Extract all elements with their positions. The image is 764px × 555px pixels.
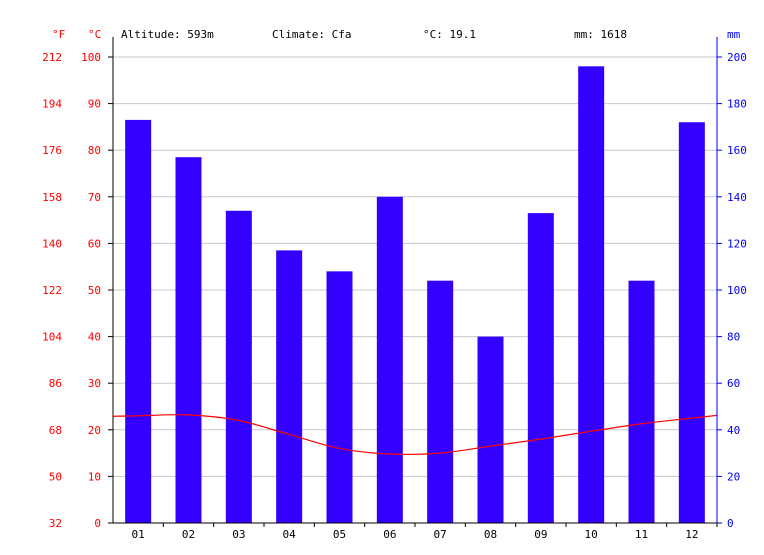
precipitation-bar xyxy=(477,336,504,523)
celsius-tick-label: 100 xyxy=(81,51,101,64)
mm-axis-label: mm xyxy=(727,28,741,41)
celsius-tick-label: 50 xyxy=(88,284,101,297)
axes xyxy=(108,37,722,527)
month-tick-label: 07 xyxy=(434,528,447,541)
fahrenheit-tick-label: 194 xyxy=(42,98,62,111)
mm-tick-label: 60 xyxy=(727,377,740,390)
mm-tick-label: 0 xyxy=(727,517,734,530)
celsius-tick-label: 60 xyxy=(88,237,101,250)
altitude-label: Altitude: 593m xyxy=(121,28,214,41)
precipitation-bar xyxy=(678,122,705,524)
fahrenheit-tick-label: 158 xyxy=(42,191,62,204)
month-tick-label: 06 xyxy=(383,528,396,541)
celsius-tick-label: 80 xyxy=(88,144,101,157)
month-tick-label: 08 xyxy=(484,528,497,541)
precipitation-bar xyxy=(225,210,252,523)
month-tick-label: 12 xyxy=(685,528,698,541)
fahrenheit-tick-label: 50 xyxy=(49,470,62,483)
mm-tick-label: 180 xyxy=(727,98,747,111)
celsius-axis-label: °C xyxy=(88,28,101,41)
celsius-tick-label: 90 xyxy=(88,98,101,111)
celsius-tick-label: 70 xyxy=(88,191,101,204)
mm-tick-label: 140 xyxy=(727,191,747,204)
fahrenheit-tick-label: 212 xyxy=(42,51,62,64)
precip-total-label: mm: 1618 xyxy=(574,28,627,41)
fahrenheit-tick-label: 176 xyxy=(42,144,62,157)
month-tick-label: 05 xyxy=(333,528,346,541)
fahrenheit-axis-label: °F xyxy=(52,28,65,41)
mm-tick-label: 100 xyxy=(727,284,747,297)
celsius-tick-label: 40 xyxy=(88,331,101,344)
month-tick-label: 10 xyxy=(585,528,598,541)
precipitation-bar xyxy=(175,157,202,523)
mm-tick-label: 40 xyxy=(727,424,740,437)
celsius-tick-label: 30 xyxy=(88,377,101,390)
mm-tick-label: 120 xyxy=(727,237,747,250)
month-tick-label: 02 xyxy=(182,528,195,541)
precipitation-bar xyxy=(376,196,403,524)
precipitation-bar xyxy=(276,250,303,523)
fahrenheit-tick-label: 32 xyxy=(49,517,62,530)
temperature-line-group xyxy=(112,414,718,456)
month-tick-label: 11 xyxy=(635,528,648,541)
month-tick-label: 01 xyxy=(132,528,145,541)
precipitation-bar xyxy=(427,280,454,523)
fahrenheit-tick-label: 140 xyxy=(42,237,62,250)
precipitation-bar xyxy=(125,119,152,523)
fahrenheit-tick-label: 68 xyxy=(49,424,62,437)
month-tick-label: 09 xyxy=(534,528,547,541)
precipitation-bar xyxy=(326,271,353,523)
celsius-tick-label: 10 xyxy=(88,470,101,483)
celsius-tick-label: 0 xyxy=(94,517,101,530)
fahrenheit-tick-label: 122 xyxy=(42,284,62,297)
mm-tick-label: 80 xyxy=(727,331,740,344)
month-tick-label: 03 xyxy=(232,528,245,541)
grid-lines xyxy=(113,56,717,477)
fahrenheit-tick-label: 86 xyxy=(49,377,62,390)
fahrenheit-tick-label: 104 xyxy=(42,331,62,344)
month-tick-label: 04 xyxy=(283,528,297,541)
avg-temp-label: °C: 19.1 xyxy=(423,28,476,41)
precipitation-bars xyxy=(125,66,705,524)
mm-tick-label: 200 xyxy=(727,51,747,64)
climate-label: Climate: Cfa xyxy=(272,28,351,41)
precipitation-bar xyxy=(527,213,554,524)
temperature-line xyxy=(112,414,718,456)
celsius-tick-label: 20 xyxy=(88,424,101,437)
precipitation-bar xyxy=(628,280,655,523)
mm-tick-label: 20 xyxy=(727,470,740,483)
mm-tick-label: 160 xyxy=(727,144,747,157)
precipitation-bar xyxy=(578,66,605,523)
